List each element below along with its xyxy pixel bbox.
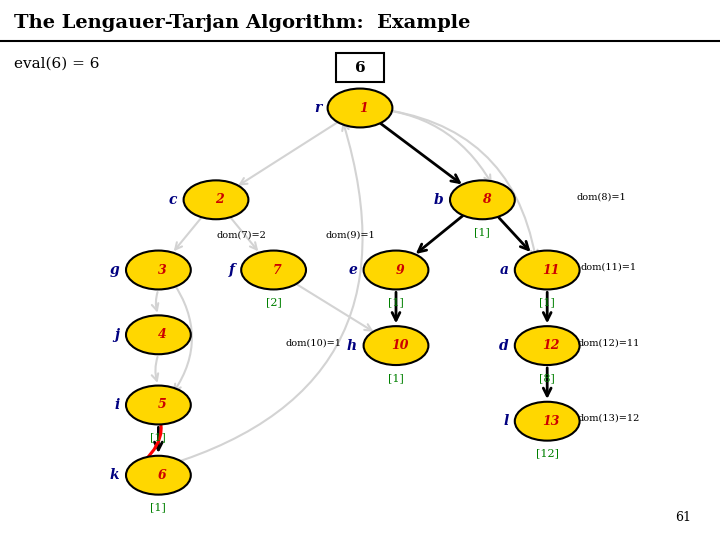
Text: 9: 9 bbox=[395, 264, 404, 276]
Text: [1]: [1] bbox=[150, 433, 166, 442]
Text: [1]: [1] bbox=[150, 503, 166, 512]
Ellipse shape bbox=[126, 251, 191, 289]
Text: 6: 6 bbox=[158, 469, 166, 482]
Ellipse shape bbox=[126, 386, 191, 424]
Ellipse shape bbox=[515, 251, 580, 289]
Text: h: h bbox=[347, 339, 357, 353]
Text: [1]: [1] bbox=[388, 373, 404, 383]
Text: 4: 4 bbox=[158, 328, 166, 341]
Text: 6: 6 bbox=[355, 60, 365, 75]
Text: [12]: [12] bbox=[536, 449, 559, 458]
Text: 2: 2 bbox=[215, 193, 224, 206]
Text: i: i bbox=[114, 398, 120, 412]
Text: 7: 7 bbox=[273, 264, 282, 276]
Text: dom(9)=1: dom(9)=1 bbox=[325, 231, 376, 239]
Text: eval(6) = 6: eval(6) = 6 bbox=[14, 57, 100, 71]
Text: [1]: [1] bbox=[539, 298, 555, 307]
Text: j: j bbox=[114, 328, 120, 342]
Text: dom(13)=12: dom(13)=12 bbox=[577, 414, 639, 423]
Ellipse shape bbox=[515, 326, 580, 365]
Ellipse shape bbox=[364, 251, 428, 289]
Text: dom(8)=1: dom(8)=1 bbox=[576, 193, 626, 201]
Ellipse shape bbox=[126, 456, 191, 495]
Text: b: b bbox=[433, 193, 444, 207]
Text: [8]: [8] bbox=[539, 373, 555, 383]
Text: l: l bbox=[503, 414, 508, 428]
Text: g: g bbox=[109, 263, 120, 277]
Text: dom(11)=1: dom(11)=1 bbox=[580, 263, 636, 272]
Ellipse shape bbox=[450, 180, 515, 219]
Text: r: r bbox=[314, 101, 321, 115]
Text: 3: 3 bbox=[158, 264, 166, 276]
Text: 8: 8 bbox=[482, 193, 490, 206]
Text: [2]: [2] bbox=[266, 298, 282, 307]
Text: 13: 13 bbox=[542, 415, 560, 428]
Text: f: f bbox=[229, 263, 235, 277]
Ellipse shape bbox=[515, 402, 580, 441]
Text: The Lengauer-Tarjan Algorithm:  Example: The Lengauer-Tarjan Algorithm: Example bbox=[14, 14, 471, 31]
Text: [1]: [1] bbox=[388, 298, 404, 307]
Ellipse shape bbox=[184, 180, 248, 219]
Text: dom(7)=2: dom(7)=2 bbox=[216, 231, 266, 239]
Text: 11: 11 bbox=[542, 264, 560, 276]
Text: a: a bbox=[500, 263, 508, 277]
Text: dom(10)=1: dom(10)=1 bbox=[285, 339, 341, 347]
Text: k: k bbox=[110, 468, 120, 482]
Text: [1]: [1] bbox=[474, 227, 490, 237]
Text: 12: 12 bbox=[542, 339, 560, 352]
Ellipse shape bbox=[241, 251, 306, 289]
Text: e: e bbox=[348, 263, 357, 277]
Text: 10: 10 bbox=[391, 339, 409, 352]
Text: dom(12)=11: dom(12)=11 bbox=[577, 339, 639, 347]
Ellipse shape bbox=[364, 326, 428, 365]
Text: d: d bbox=[498, 339, 508, 353]
FancyBboxPatch shape bbox=[336, 53, 384, 82]
Text: c: c bbox=[168, 193, 177, 207]
Text: 1: 1 bbox=[359, 102, 368, 114]
Text: 5: 5 bbox=[158, 399, 166, 411]
Ellipse shape bbox=[328, 89, 392, 127]
Text: 61: 61 bbox=[675, 511, 691, 524]
Ellipse shape bbox=[126, 315, 191, 354]
